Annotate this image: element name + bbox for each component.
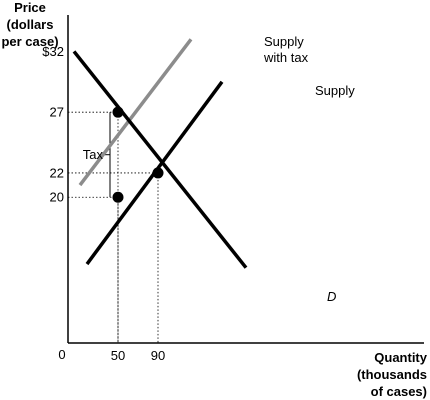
x-tick-label: 50 xyxy=(111,348,125,363)
supply-label: Supply xyxy=(315,83,355,98)
y-axis-title-line: Price xyxy=(14,0,46,15)
supply-with-tax-curve xyxy=(78,38,193,187)
y-tick-label: 20 xyxy=(50,190,64,205)
supply-with-tax-label: Supply xyxy=(264,34,304,49)
y-tick-label: 22 xyxy=(50,165,64,180)
y-tick-label: $32 xyxy=(42,44,64,59)
demand-label: D xyxy=(327,289,336,304)
origin-label: 0 xyxy=(58,347,65,362)
x-axis-title-line: Quantity xyxy=(374,350,427,365)
equilibrium-point xyxy=(112,106,124,118)
y-axis-title-line: per case) xyxy=(1,34,58,49)
x-tick-label: 90 xyxy=(151,348,165,363)
y-axis-title-line: (dollars xyxy=(7,17,54,32)
equilibrium-point xyxy=(112,191,124,203)
x-axis-title-line: (thousands xyxy=(357,367,427,382)
y-tick-label: 27 xyxy=(50,105,64,120)
supply-with-tax-label: with tax xyxy=(263,50,309,65)
equilibrium-point xyxy=(152,167,164,179)
demand-curve xyxy=(72,50,248,269)
tax-label: Tax xyxy=(83,147,104,162)
x-axis-title-line: of cases) xyxy=(371,384,427,399)
